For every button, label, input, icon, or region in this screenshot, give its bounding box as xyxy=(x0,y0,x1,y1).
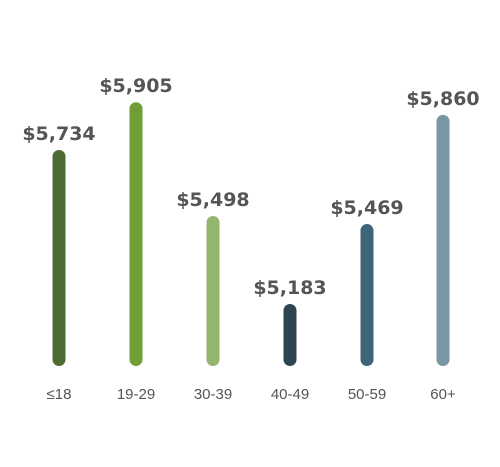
data-label-0: $5,734 xyxy=(22,123,95,145)
value-labels-group: $5,734 $5,905 $5,498 $5,183 $5,469 $5,860 xyxy=(22,75,479,299)
data-label-4: $5,469 xyxy=(330,197,403,219)
bar-2 xyxy=(206,215,220,366)
bar-4 xyxy=(360,224,374,366)
x-tick-labels-group: ≤18 19-29 30-39 40-49 50-59 60+ xyxy=(47,386,456,403)
data-label-3: $5,183 xyxy=(253,277,326,299)
bar-5 xyxy=(436,114,450,366)
x-tick-label-1: 19-29 xyxy=(117,386,155,403)
x-tick-label-3: 40-49 xyxy=(271,386,309,403)
data-label-1: $5,905 xyxy=(99,75,172,97)
x-tick-label-5: 60+ xyxy=(430,386,456,403)
x-tick-label-2: 30-39 xyxy=(194,386,232,403)
bars-group xyxy=(52,102,450,367)
data-label-5: $5,860 xyxy=(406,88,479,110)
bar-1 xyxy=(129,102,143,367)
bar-0 xyxy=(52,150,66,366)
x-tick-label-4: 50-59 xyxy=(348,386,386,403)
bar-3 xyxy=(283,303,297,366)
data-label-2: $5,498 xyxy=(176,189,249,211)
x-tick-label-0: ≤18 xyxy=(47,386,72,403)
